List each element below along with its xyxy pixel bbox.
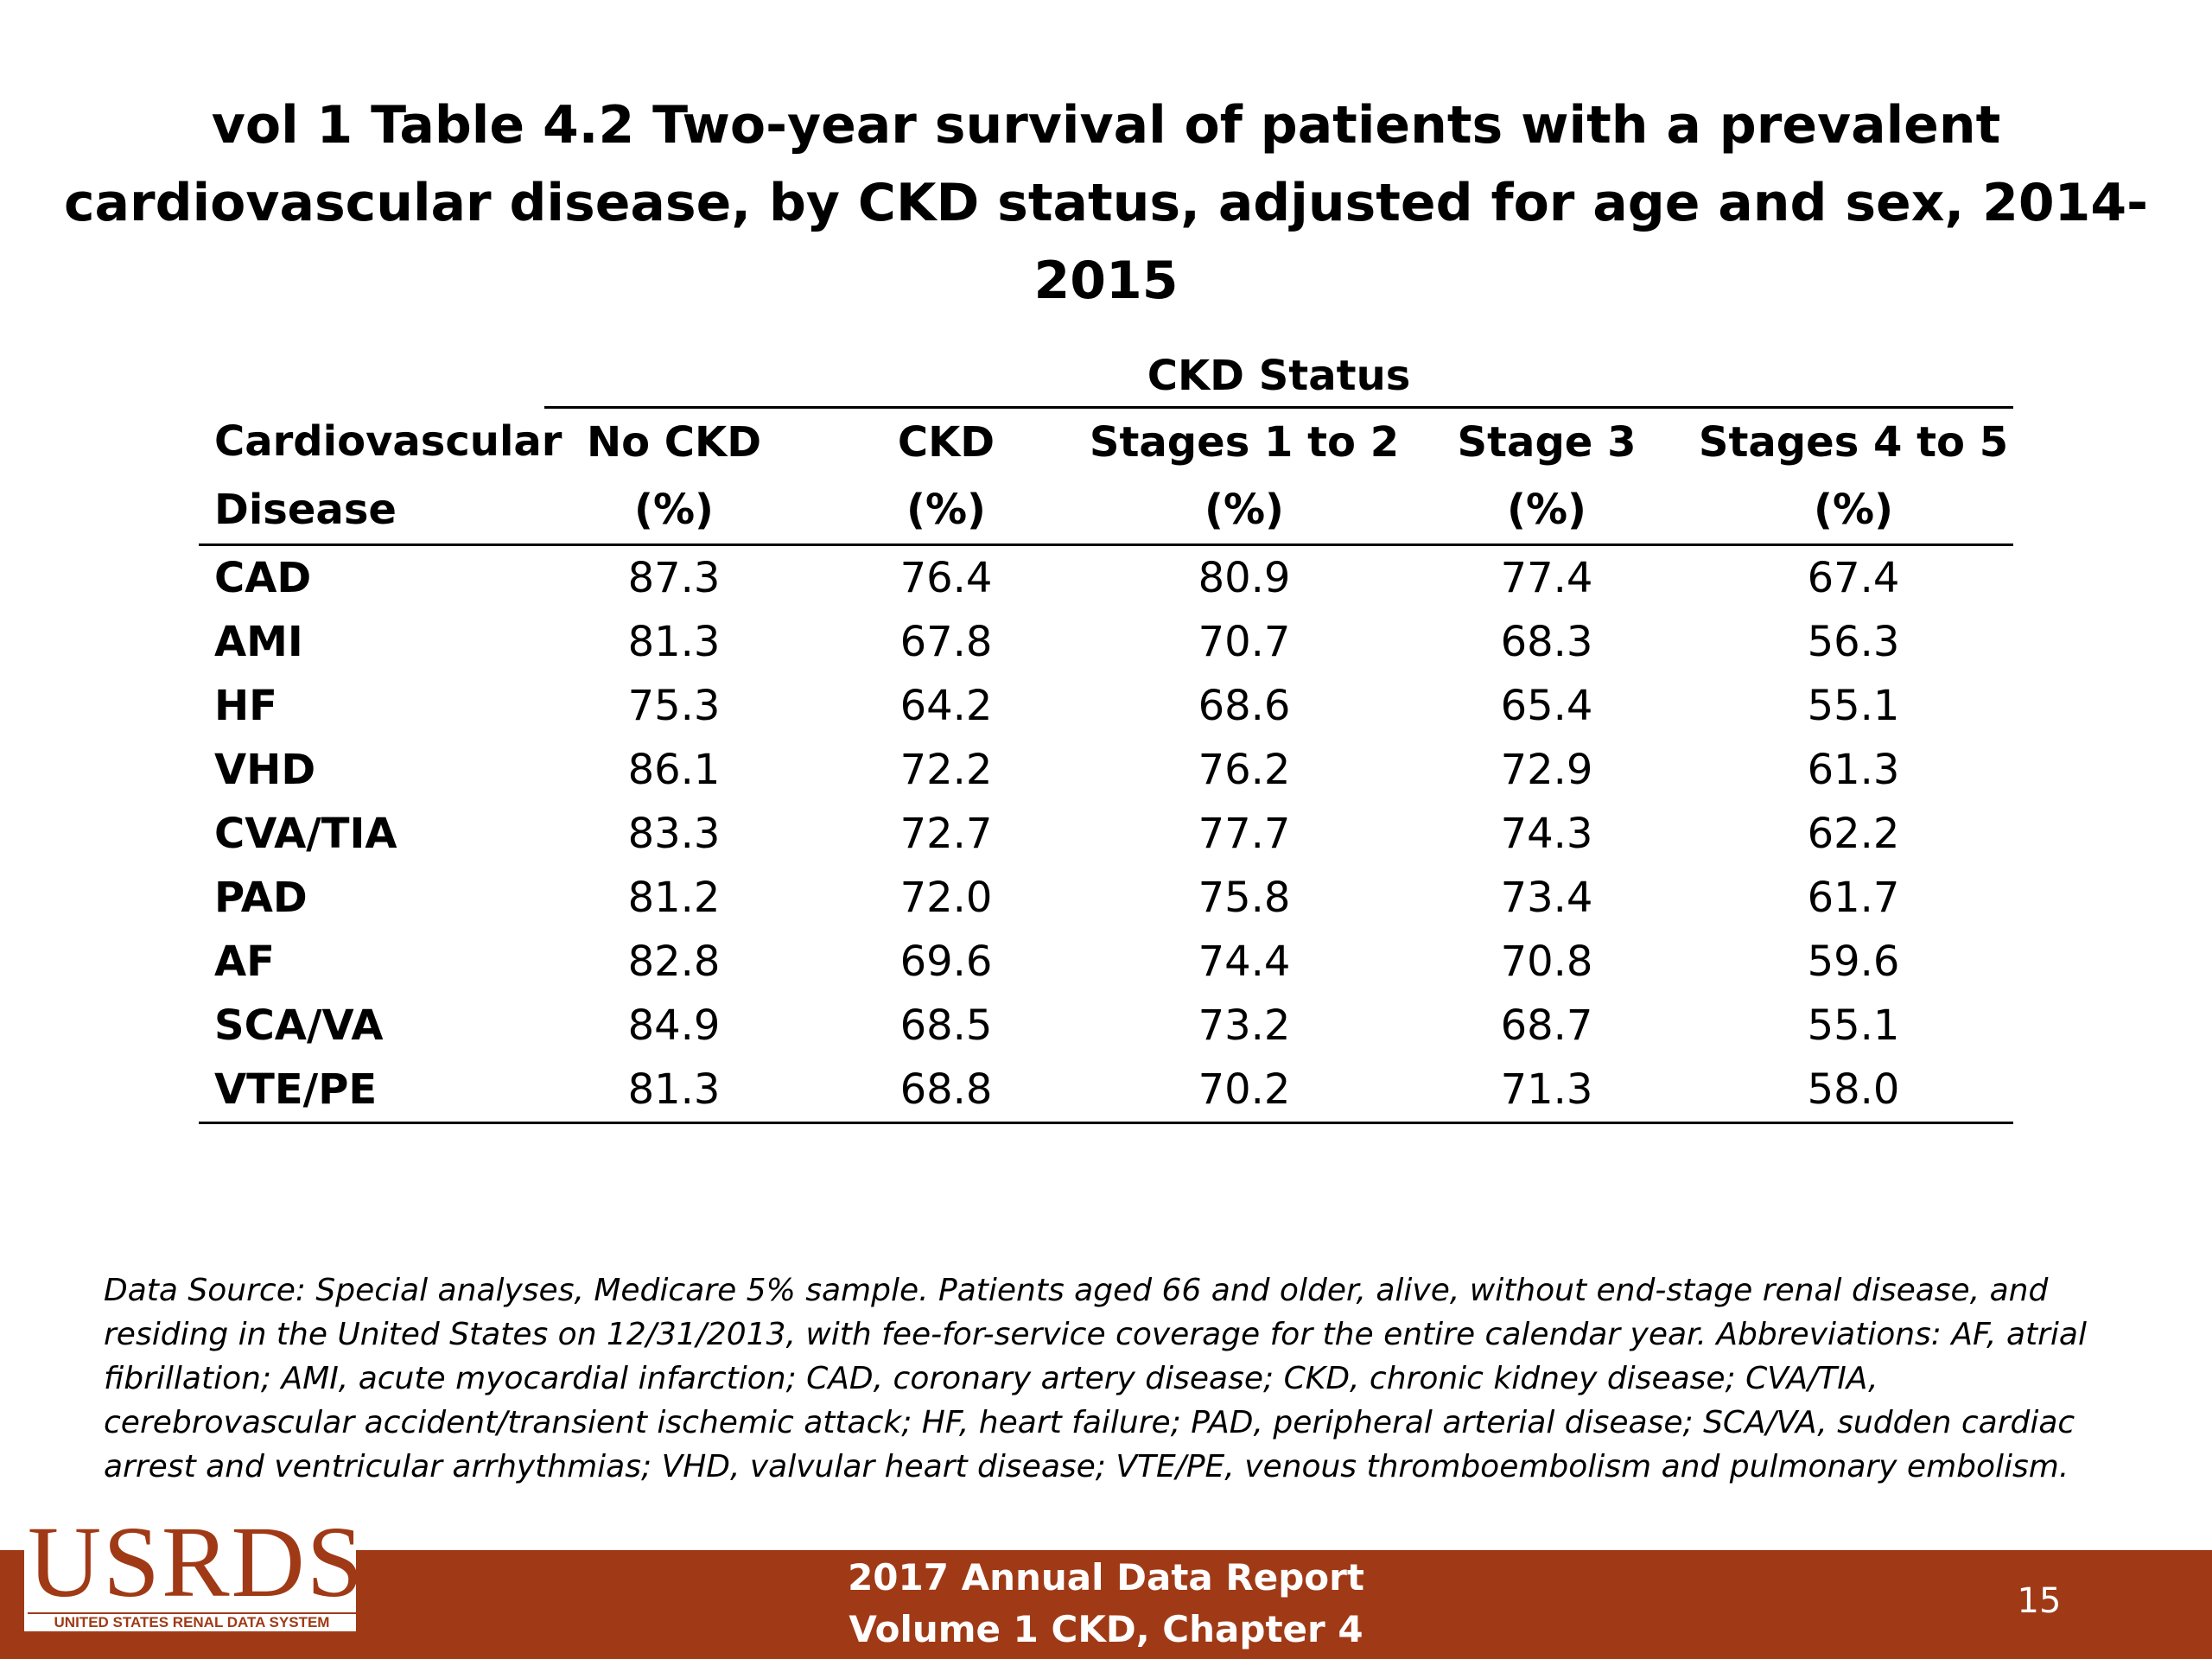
cell-ckd: 72.7 <box>899 810 993 858</box>
survival-table: CKD Status Cardiovascular No CKD CKD Sta… <box>199 346 2014 1124</box>
cell-disease: VTE/PE <box>199 1058 544 1124</box>
logo-subtitle: UNITED STATES RENAL DATA SYSTEM <box>28 1612 356 1631</box>
cell-disease: SCA/VA <box>214 1001 384 1050</box>
column-header-disease-line2: Disease <box>199 476 544 546</box>
cell-stages-4-5: 59.6 <box>1807 938 1900 986</box>
column-header-disease-line1: Cardiovascular <box>214 417 563 467</box>
cell-stages-1-2: 80.9 <box>1198 554 1291 602</box>
column-header-ckd-line1: CKD <box>897 418 995 467</box>
cell-stages-4-5: 62.2 <box>1807 810 1900 858</box>
cell-stage-3: 68.3 <box>1500 618 1593 666</box>
table-row: HF 75.3 64.2 68.6 65.4 55.1 <box>199 674 2013 738</box>
column-header-row-2: Disease (%) (%) (%) (%) (%) <box>199 476 2014 546</box>
table-row: VHD 86.1 72.2 76.2 72.9 61.3 <box>199 738 2013 802</box>
cell-ckd: 68.8 <box>804 1058 1089 1124</box>
cell-stage-3: 65.4 <box>1500 682 1593 730</box>
cell-disease: HF <box>214 682 277 730</box>
cell-disease: PAD <box>214 874 308 922</box>
cell-stages-4-5: 58.0 <box>1694 1058 2014 1124</box>
footer-report-line1: 2017 Annual Data Report <box>848 1556 1364 1599</box>
cell-ckd: 67.8 <box>899 618 993 666</box>
cell-stages-1-2: 77.7 <box>1198 810 1291 858</box>
column-header-stage-3-line1: Stage 3 <box>1457 418 1637 467</box>
cell-stage-3: 72.9 <box>1500 746 1593 794</box>
cell-stages-4-5: 61.7 <box>1807 874 1900 922</box>
cell-stages-1-2: 75.8 <box>1198 874 1291 922</box>
table-row: AF 82.8 69.6 74.4 70.8 59.6 <box>199 930 2013 994</box>
cell-no-ckd: 84.9 <box>627 1001 721 1050</box>
ckd-status-group-header: CKD Status <box>544 346 2014 409</box>
usrds-logo: USRDS UNITED STATES RENAL DATA SYSTEM <box>24 1505 365 1631</box>
column-header-stages-1-2-line1: Stages 1 to 2 <box>1089 418 1400 467</box>
cell-ckd: 64.2 <box>899 682 993 730</box>
cell-no-ckd: 81.3 <box>544 1058 804 1124</box>
cell-no-ckd: 81.3 <box>627 618 721 666</box>
cell-stages-1-2: 76.2 <box>1198 746 1291 794</box>
survival-table-container: CKD Status Cardiovascular No CKD CKD Sta… <box>199 346 2014 1124</box>
table-row: PAD 81.2 72.0 75.8 73.4 61.7 <box>199 866 2013 930</box>
cell-stages-4-5: 56.3 <box>1807 618 1900 666</box>
cell-disease: AMI <box>214 618 303 666</box>
table-row: CVA/TIA 83.3 72.7 77.7 74.3 62.2 <box>199 802 2013 866</box>
cell-stages-4-5: 61.3 <box>1807 746 1900 794</box>
slide-title: vol 1 Table 4.2 Two-year survival of pat… <box>63 95 2149 311</box>
cell-stage-3: 71.3 <box>1400 1058 1694 1124</box>
footer-report-title: 2017 Annual Data Report Volume 1 CKD, Ch… <box>760 1550 1452 1656</box>
column-header-stages-4-5-unit: (%) <box>1694 476 2014 546</box>
table-row: CAD 87.3 76.4 80.9 77.4 67.4 <box>199 545 2013 611</box>
cell-stage-3: 77.4 <box>1500 554 1593 602</box>
column-header-ckd-unit: (%) <box>804 476 1089 546</box>
table-row: SCA/VA 84.9 68.5 73.2 68.7 55.1 <box>199 994 2013 1058</box>
cell-stages-4-5: 55.1 <box>1807 1001 1900 1050</box>
table-body: CAD 87.3 76.4 80.9 77.4 67.4 AMI 81.3 67.8 70.7 68… <box>199 545 2014 1124</box>
column-header-stage-3-unit: (%) <box>1400 476 1694 546</box>
group-header-row: CKD Status <box>199 346 2014 409</box>
column-header-stages-1-2-unit: (%) <box>1089 476 1400 546</box>
cell-stages-4-5: 55.1 <box>1807 682 1900 730</box>
logo-wordmark: USRDS <box>28 1505 365 1618</box>
cell-disease: AF <box>214 938 275 986</box>
cell-stage-3: 73.4 <box>1500 874 1593 922</box>
cell-stage-3: 68.7 <box>1500 1001 1593 1050</box>
column-header-no-ckd-unit: (%) <box>544 476 804 546</box>
data-source-footnote: Data Source: Special analyses, Medicare … <box>104 1273 2087 1484</box>
table-row: VTE/PE 81.3 68.8 70.2 71.3 58.0 <box>199 1058 2014 1124</box>
cell-ckd: 69.6 <box>899 938 993 986</box>
cell-stage-3: 74.3 <box>1500 810 1593 858</box>
cell-ckd: 72.2 <box>899 746 993 794</box>
cell-disease: VHD <box>214 746 316 794</box>
cell-disease: CAD <box>214 554 312 602</box>
table-row: AMI 81.3 67.8 70.7 68.3 56.3 <box>199 610 2013 674</box>
cell-stages-1-2: 73.2 <box>1198 1001 1291 1050</box>
cell-stages-1-2: 68.6 <box>1198 682 1291 730</box>
cell-ckd: 72.0 <box>899 874 993 922</box>
column-header-stages-4-5-line1: Stages 4 to 5 <box>1698 418 2009 467</box>
column-header-no-ckd-line1: No CKD <box>586 418 762 467</box>
cell-ckd: 76.4 <box>899 554 993 602</box>
cell-no-ckd: 83.3 <box>627 810 721 858</box>
footer-report-line2: Volume 1 CKD, Chapter 4 <box>849 1608 1363 1650</box>
cell-no-ckd: 75.3 <box>627 682 721 730</box>
cell-no-ckd: 86.1 <box>627 746 721 794</box>
cell-stages-1-2: 74.4 <box>1198 938 1291 986</box>
footer-bar <box>0 1550 2212 1659</box>
cell-stages-1-2: 70.7 <box>1198 618 1291 666</box>
cell-stages-4-5: 67.4 <box>1807 554 1900 602</box>
cell-no-ckd: 87.3 <box>627 554 721 602</box>
cell-disease: CVA/TIA <box>214 810 397 858</box>
cell-stages-1-2: 70.2 <box>1089 1058 1400 1124</box>
cell-no-ckd: 81.2 <box>627 874 721 922</box>
cell-ckd: 68.5 <box>899 1001 993 1050</box>
column-header-row-1: Cardiovascular No CKD CKD Stages 1 to 2 … <box>199 408 2013 477</box>
group-header-spacer <box>199 346 544 408</box>
page-number: 15 <box>2017 1581 2062 1621</box>
cell-no-ckd: 82.8 <box>627 938 721 986</box>
cell-stage-3: 70.8 <box>1500 938 1593 986</box>
